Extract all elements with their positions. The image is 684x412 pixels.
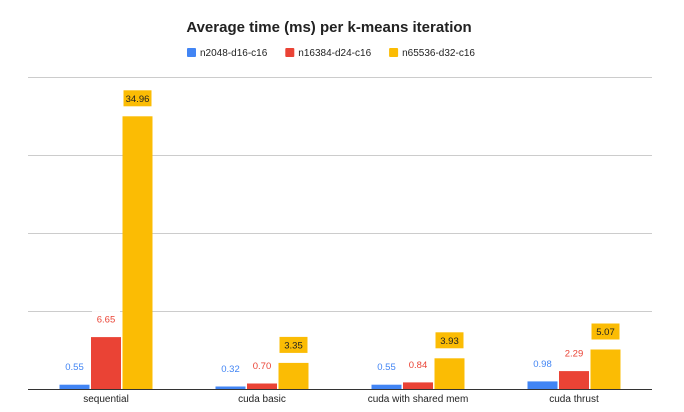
legend-swatch [187, 48, 196, 57]
bars [59, 116, 621, 390]
data-label-box [372, 358, 401, 375]
bar [371, 384, 402, 389]
legend-item: n2048-d16-c16 [187, 48, 268, 59]
bar [403, 382, 433, 389]
data-label-box [123, 90, 152, 107]
data-label-box [591, 323, 620, 340]
data-label: 0.70 [253, 361, 272, 372]
bar [590, 349, 621, 389]
data-labels: 0.55 6.65 34.96 0.32 0.70 3.35 0.55 0.84 3.93 0.9… [60, 90, 620, 377]
bar [559, 371, 589, 389]
data-label: 2.29 [565, 349, 584, 360]
data-label: 3.93 [440, 336, 459, 347]
bar [59, 384, 90, 389]
data-label-box [92, 311, 120, 328]
gridlines [28, 77, 652, 390]
data-label-box [404, 356, 432, 373]
legend-swatch [285, 48, 295, 57]
data-label: 34.96 [126, 94, 150, 105]
data-label-box [528, 355, 557, 372]
bar [278, 362, 309, 389]
data-label: 0.55 [377, 362, 396, 373]
data-label: 0.32 [221, 364, 240, 375]
data-label-box [248, 357, 276, 374]
data-label-box [216, 360, 245, 377]
legend-swatch [389, 48, 399, 57]
bar [527, 381, 558, 389]
legend-label: n65536-d32-c16 [402, 48, 475, 59]
x-axis-tick-labels: sequential cuda basic cuda with shared mem… [83, 394, 599, 405]
bar [247, 383, 277, 389]
chart-legend: n2048-d16-c16 n16384-d24-c16 n65536-d32-c1… [187, 48, 475, 59]
data-label: 6.65 [97, 315, 116, 326]
data-label-box [279, 336, 308, 353]
data-label-box [60, 358, 89, 375]
x-tick-label: sequential [83, 394, 129, 405]
x-tick-label: cuda basic [238, 394, 286, 405]
legend-label: n16384-d24-c16 [298, 48, 371, 59]
data-label: 3.35 [284, 340, 303, 351]
chart-title: Average time (ms) per k-means iteration [186, 19, 471, 36]
data-label: 0.98 [533, 359, 552, 370]
bar [434, 358, 465, 389]
data-label-box [560, 345, 588, 362]
data-label: 5.07 [596, 327, 615, 338]
data-label-box [435, 332, 464, 349]
legend-label: n2048-d16-c16 [200, 48, 268, 59]
bar [122, 116, 153, 390]
data-label: 0.55 [65, 362, 84, 373]
legend-item: n16384-d24-c16 [285, 48, 372, 59]
bar [215, 386, 246, 389]
bar [91, 337, 121, 389]
data-label: 0.84 [409, 360, 428, 371]
legend-item: n65536-d32-c16 [389, 48, 475, 59]
x-tick-label: cuda thrust [549, 394, 599, 405]
x-tick-label: cuda with shared mem [368, 394, 469, 405]
